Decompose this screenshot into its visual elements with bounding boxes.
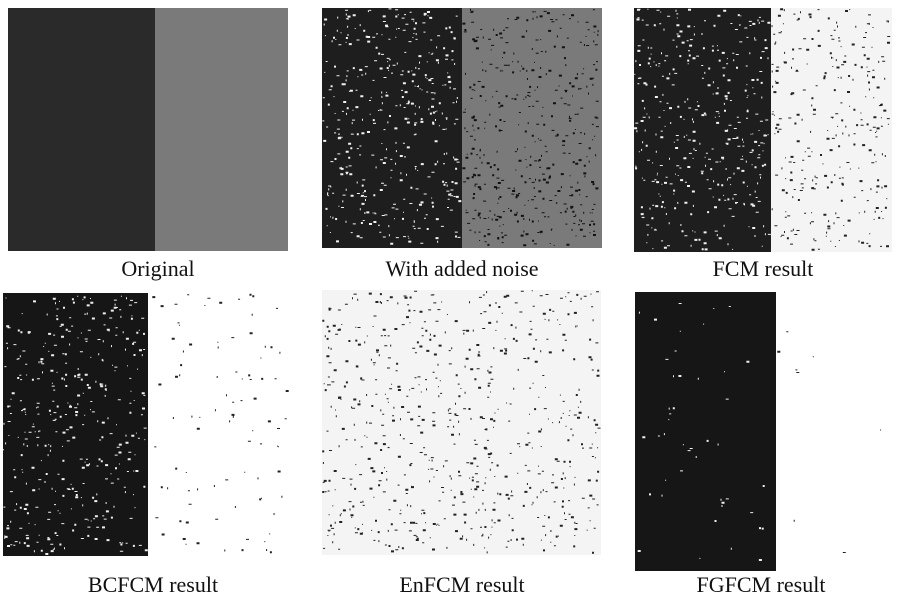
region: [776, 292, 887, 571]
caption: Original: [8, 256, 308, 282]
image-panel: [635, 292, 887, 571]
region: [8, 8, 155, 251]
region: [3, 293, 148, 556]
caption: EnFCM result: [312, 572, 612, 598]
image-panel: [322, 8, 602, 248]
region: [462, 8, 602, 248]
image-panel: [3, 293, 292, 556]
image-panel: [634, 8, 892, 252]
caption: FCM result: [613, 256, 902, 282]
region: [148, 293, 292, 556]
region: [635, 292, 776, 571]
region: [322, 8, 462, 248]
region: [155, 8, 288, 251]
region: [634, 8, 771, 252]
image-panel: [8, 8, 288, 251]
figure: Original With added noise FCM result BCF…: [0, 0, 902, 607]
caption: FGFCM result: [611, 572, 902, 598]
caption: BCFCM result: [3, 572, 303, 598]
image-panel: [322, 290, 601, 555]
caption: With added noise: [312, 256, 612, 282]
